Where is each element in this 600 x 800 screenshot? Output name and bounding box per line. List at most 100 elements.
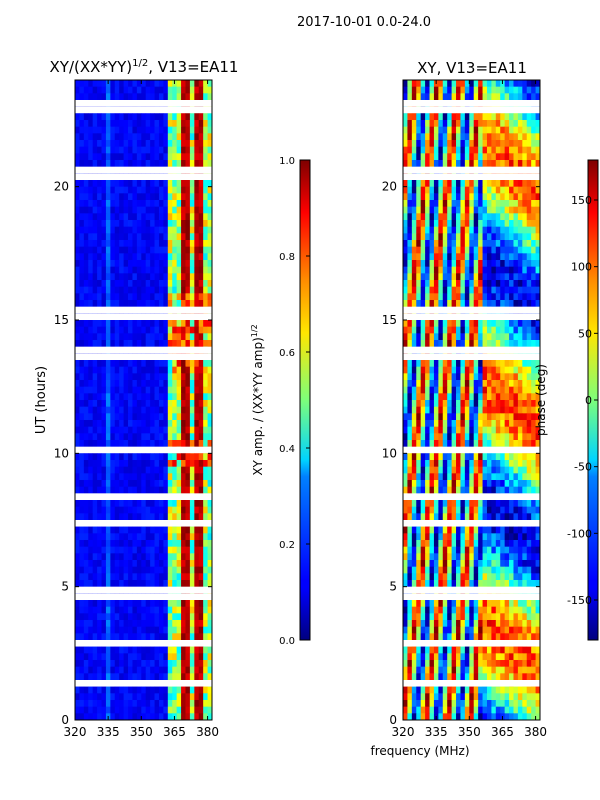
phase-cell <box>420 133 426 141</box>
phase-cell <box>442 120 448 128</box>
phase-cell <box>535 226 540 234</box>
phase-title: XY, V13=EA11 <box>417 59 527 77</box>
amplitude-cell <box>79 340 85 348</box>
amplitude-cell <box>88 433 94 441</box>
amplitude-cell <box>163 706 169 714</box>
phase-cell <box>478 180 483 188</box>
amplitude-cell <box>163 326 169 334</box>
phase-cell <box>504 126 510 134</box>
phase-cell <box>442 253 448 261</box>
phase-cell <box>517 393 523 401</box>
phase-cell <box>403 126 408 134</box>
phase-cell <box>482 326 488 334</box>
phase-cell <box>482 200 488 208</box>
amplitude-cell <box>79 606 85 614</box>
amplitude-cell <box>189 213 195 221</box>
amplitude-cell <box>132 560 138 568</box>
phase-cell <box>411 246 417 254</box>
amplitude-cell <box>119 533 125 541</box>
amplitude-cell <box>154 573 160 581</box>
phase-cell <box>517 486 523 494</box>
amplitude-cell <box>154 246 160 254</box>
amplitude-cell <box>97 566 102 574</box>
amplitude-cell <box>150 360 155 368</box>
amplitude-cell <box>194 613 200 621</box>
amplitude-cell <box>181 613 186 621</box>
phase-cell <box>429 120 435 128</box>
phase-cell <box>486 266 492 274</box>
phase-cell <box>504 273 510 281</box>
phase-cell <box>416 133 422 141</box>
amplitude-cell <box>92 413 98 421</box>
amplitude-cell <box>132 260 138 268</box>
amplitude-cell <box>145 566 151 574</box>
phase-cell <box>473 386 479 394</box>
amplitude-cell <box>172 260 178 268</box>
amplitude-cell <box>185 560 191 568</box>
amplitude-cell <box>132 480 138 488</box>
amplitude-cell <box>176 506 182 514</box>
amplitude-cell <box>88 193 94 201</box>
amplitude-cell <box>145 220 151 228</box>
amplitude-cell <box>163 200 169 208</box>
phase-cell <box>495 440 501 448</box>
amplitude-cell <box>105 286 111 294</box>
amplitude-cell <box>105 693 111 701</box>
amplitude-cell <box>97 633 102 641</box>
amplitude-cell <box>141 266 147 274</box>
amplitude-cell <box>114 673 120 681</box>
amplitude-cell <box>97 440 102 448</box>
amplitude-cell <box>194 333 200 341</box>
amplitude-cell <box>105 386 111 394</box>
phase-cell <box>425 280 430 288</box>
amplitude-cell <box>185 426 191 434</box>
amplitude-cell <box>132 686 138 694</box>
phase-cell <box>411 273 417 281</box>
amplitude-cell <box>203 286 208 294</box>
phase-cell <box>482 473 488 481</box>
phase-cell <box>522 360 528 368</box>
amplitude-cell <box>88 140 94 148</box>
amplitude-cell <box>189 466 195 474</box>
amplitude-cell <box>110 300 116 308</box>
phase-cell <box>416 120 422 128</box>
amplitude-cell <box>75 533 80 541</box>
amplitude-cell <box>128 393 133 401</box>
amplitude-cell <box>189 333 195 341</box>
phase-cell <box>500 120 506 128</box>
phase-cell <box>495 80 501 88</box>
amplitude-cell <box>123 526 129 534</box>
phase-cell <box>486 240 492 248</box>
amplitude-cell <box>132 193 138 201</box>
phase-cell <box>482 246 488 254</box>
amplitude-cell <box>181 673 186 681</box>
amplitude-cell <box>119 513 125 521</box>
phase-cell <box>442 486 448 494</box>
amplitude-cell <box>92 293 98 301</box>
amplitude-cell <box>189 273 195 281</box>
amplitude-cell <box>185 193 191 201</box>
amplitude-cell <box>189 146 195 154</box>
amplitude-cell <box>79 293 85 301</box>
amplitude-cell <box>198 526 204 534</box>
amplitude-cell <box>167 646 173 654</box>
phase-cell <box>500 473 506 481</box>
amplitude-cell <box>92 513 98 521</box>
amplitude-cell <box>88 713 94 720</box>
phase-cell <box>438 93 444 101</box>
amplitude-cell <box>119 526 125 534</box>
phase-cell <box>517 253 523 261</box>
phase-cell <box>416 186 422 194</box>
amplitude-cell <box>154 420 160 428</box>
phase-cell <box>460 253 466 261</box>
phase-cell <box>513 300 519 308</box>
phase-cell <box>482 300 488 308</box>
amplitude-cell <box>207 93 212 101</box>
phase-cell <box>473 373 479 381</box>
amplitude-cell <box>167 626 173 634</box>
amplitude-cell <box>114 280 120 288</box>
phase-cell <box>535 253 540 261</box>
phase-cell <box>456 220 461 228</box>
amplitude-cell <box>101 686 107 694</box>
amplitude-cell <box>176 646 182 654</box>
